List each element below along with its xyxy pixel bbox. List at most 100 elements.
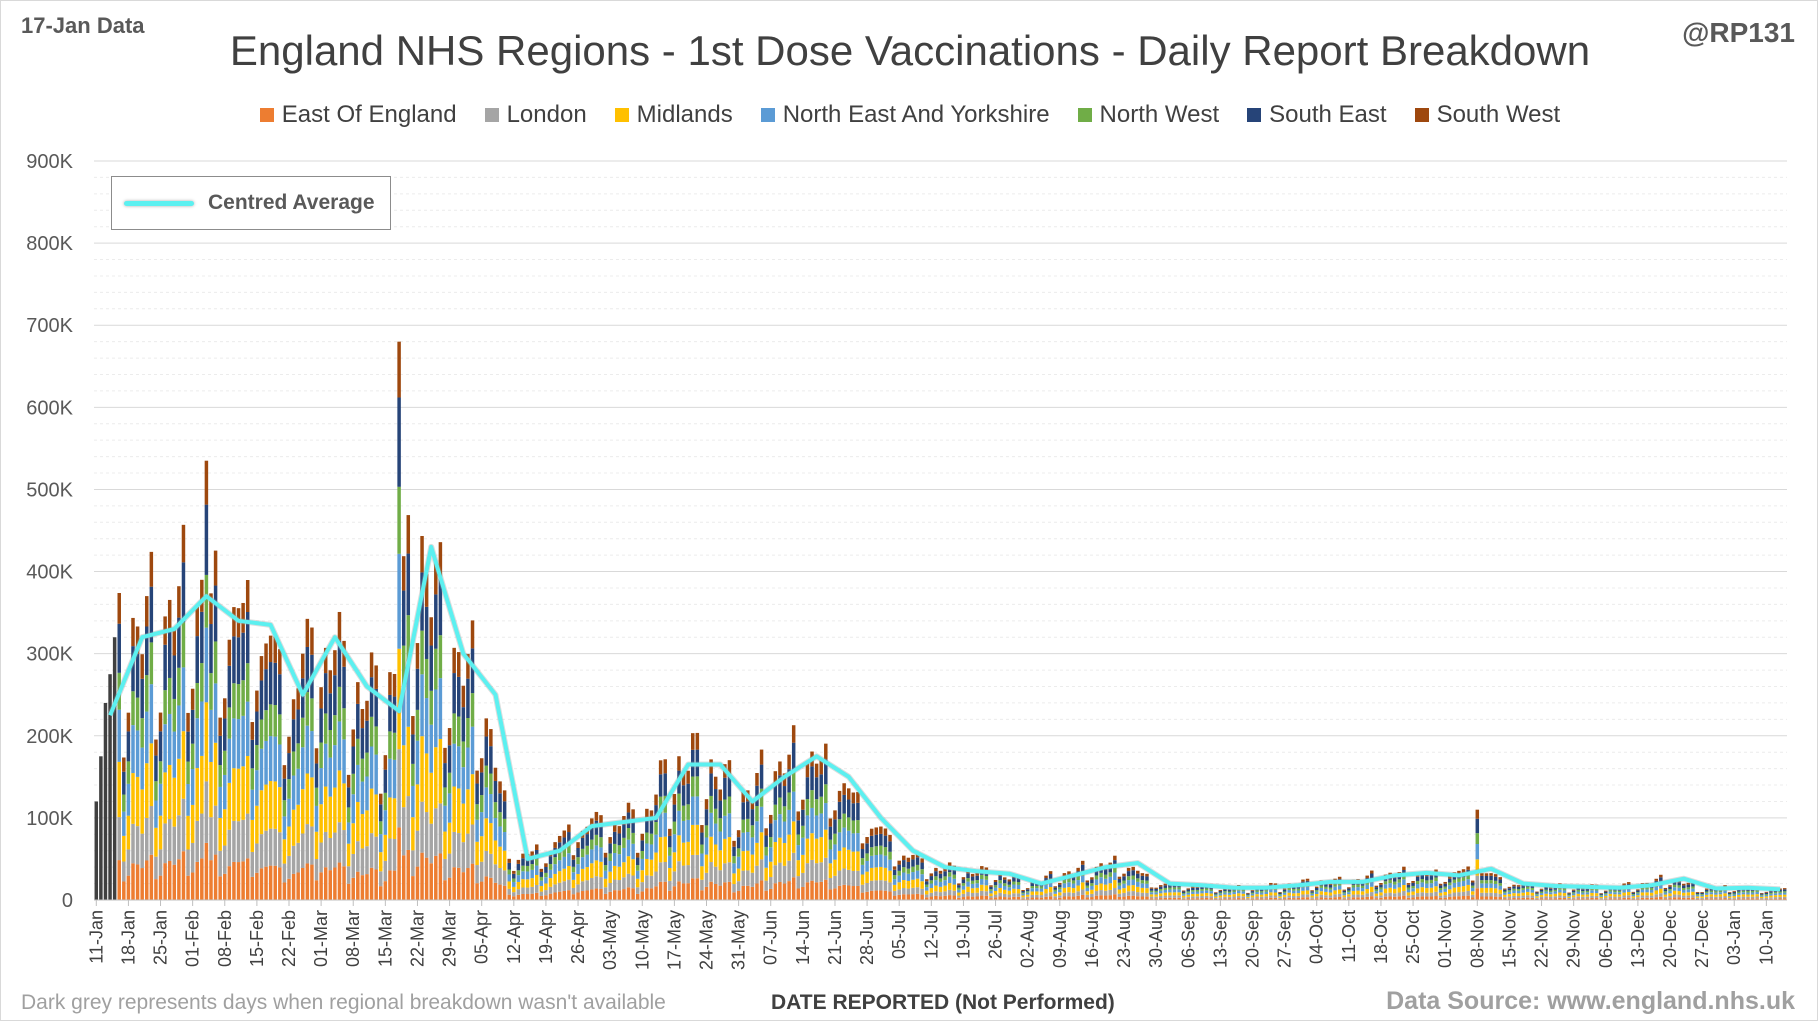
bar-segment <box>1177 889 1181 893</box>
bar-segment <box>1310 892 1314 894</box>
bar-segment <box>700 844 704 854</box>
bar-segment <box>1282 891 1287 893</box>
bar-segment <box>1108 862 1113 867</box>
bar-segment <box>177 815 181 860</box>
bar-segment <box>190 804 195 843</box>
bar-segment <box>1695 897 1700 899</box>
bar-segment <box>1663 896 1668 899</box>
bar-segment <box>1434 881 1438 887</box>
bar-segment <box>521 887 525 894</box>
bar-segment <box>1333 890 1337 895</box>
bar-segment <box>1539 888 1544 890</box>
bar-segment <box>1085 897 1090 900</box>
bar-segment <box>296 709 300 744</box>
bar-segment <box>1062 887 1067 893</box>
bar-segment <box>828 849 833 864</box>
bar-segment <box>1507 894 1512 897</box>
bar-segment <box>920 888 924 895</box>
bar-segment <box>998 875 1002 881</box>
bar-segment <box>778 814 782 838</box>
bar-segment <box>1209 889 1213 892</box>
bar-segment <box>1154 888 1158 891</box>
bar-segment <box>787 809 791 835</box>
bar-segment <box>1695 895 1700 897</box>
bar-segment <box>1305 894 1310 898</box>
bar-segment <box>1360 891 1365 895</box>
bar-segment <box>1645 897 1649 900</box>
bar-segment <box>250 739 255 769</box>
bar-segment <box>346 807 351 823</box>
bar-segment <box>236 768 241 822</box>
x-tick-label: 22-Feb <box>279 910 299 967</box>
bar-segment <box>401 745 406 808</box>
bar-segment <box>1691 891 1695 896</box>
bar-segment <box>493 882 498 900</box>
bar-segment <box>622 889 626 900</box>
bar-segment <box>429 645 433 691</box>
bar-segment <box>1025 896 1030 899</box>
bar-segment <box>778 761 782 776</box>
bar-segment <box>158 849 163 876</box>
bar-segment <box>764 880 768 891</box>
bar-segment <box>158 875 163 900</box>
bar-segment <box>649 859 654 876</box>
bar-segment <box>438 678 443 739</box>
bar-segment <box>874 834 879 847</box>
bar-segment <box>1122 876 1126 881</box>
bar-segment <box>1021 891 1025 893</box>
bar-segment <box>186 875 190 900</box>
bar-segment <box>1539 898 1544 900</box>
bar-segment <box>1755 896 1759 899</box>
bar-segment <box>1521 889 1525 893</box>
bar-segment <box>374 836 378 870</box>
bar-segment <box>1021 893 1025 896</box>
bar-segment <box>837 801 842 820</box>
bar-segment <box>406 515 411 554</box>
bar-segment <box>764 828 768 836</box>
bar-segment <box>475 783 479 805</box>
bar-segment <box>365 752 369 777</box>
bar-segment <box>209 593 213 625</box>
bar-segment <box>975 880 979 884</box>
bar-segment <box>865 882 869 892</box>
bar-segment <box>1521 887 1525 890</box>
bar-segment <box>860 874 865 885</box>
bar-segment <box>924 897 929 900</box>
bar-segment <box>626 839 631 857</box>
bar-segment <box>658 813 663 838</box>
x-tick-label: 19-Jul <box>953 910 973 959</box>
x-tick-label: 19-Apr <box>536 910 556 964</box>
bar-segment <box>1521 897 1525 900</box>
bar-segment <box>1269 897 1273 900</box>
bar-segment <box>1356 894 1360 898</box>
bar-segment <box>268 635 273 663</box>
bar-segment <box>443 858 447 881</box>
bar-segment <box>782 773 787 787</box>
bar-segment <box>924 884 929 888</box>
bar-segment <box>1076 876 1080 881</box>
bar-segment <box>1218 891 1223 893</box>
bar-segment <box>1365 884 1369 890</box>
bar-segment <box>296 804 300 843</box>
bar-segment <box>273 636 277 663</box>
bar-segment <box>755 806 759 822</box>
bar-segment <box>1461 869 1466 873</box>
bar-segment <box>920 894 924 900</box>
bar-segment <box>1374 885 1379 888</box>
bar-segment <box>1704 898 1709 900</box>
bar-segment <box>525 894 530 900</box>
bar-segment <box>479 836 484 862</box>
bar-segment <box>1558 887 1562 890</box>
bar-segment <box>1544 889 1548 892</box>
bar-segment <box>576 864 580 874</box>
bar-segment <box>328 730 333 758</box>
bar-segment <box>223 718 227 751</box>
bar-segment <box>525 871 530 880</box>
bar-segment <box>1434 877 1438 882</box>
bar-segment <box>902 860 906 868</box>
bar-segment <box>1429 892 1434 897</box>
bar-segment <box>1746 891 1750 893</box>
legend-label: North West <box>1099 101 1220 128</box>
bar-segment <box>810 859 814 881</box>
x-tick-label: 18-Oct <box>1371 910 1391 964</box>
